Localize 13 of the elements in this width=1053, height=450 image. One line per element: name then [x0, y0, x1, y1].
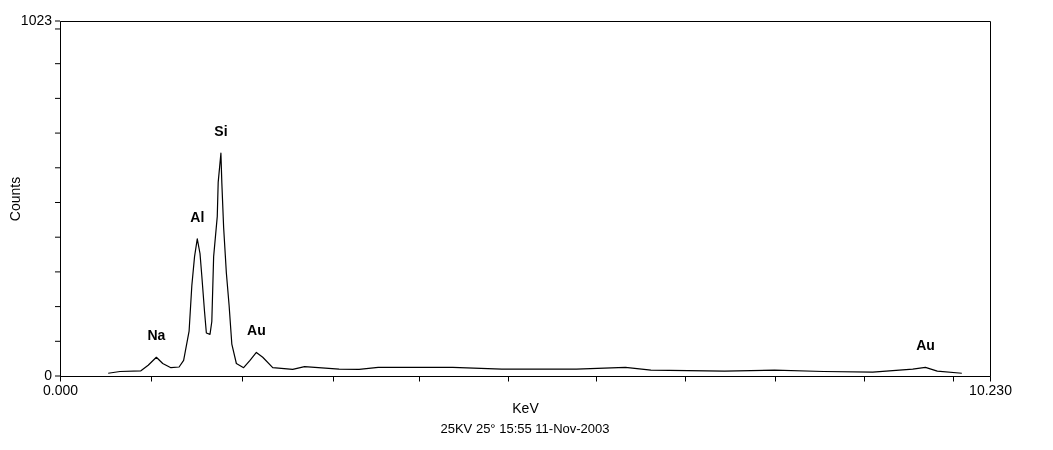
text: 25KV 25° 15:55 11-Nov-2003: [440, 421, 610, 436]
annotation: Si: [214, 123, 228, 140]
annotation: Al: [190, 208, 205, 225]
x-tick-label: 10.230: [969, 381, 1013, 398]
line-series: [107, 152, 963, 374]
annotation: Au: [916, 337, 935, 354]
y-axis-title: Counts: [6, 176, 23, 222]
x-tick-label: 0.000: [42, 381, 79, 398]
x-axis-title: KeV: [512, 399, 540, 416]
y-tick-label: 0: [44, 367, 53, 383]
y-tick-label: 1023: [20, 12, 53, 28]
annotation: Au: [247, 322, 266, 339]
annotation: Na: [147, 327, 166, 344]
